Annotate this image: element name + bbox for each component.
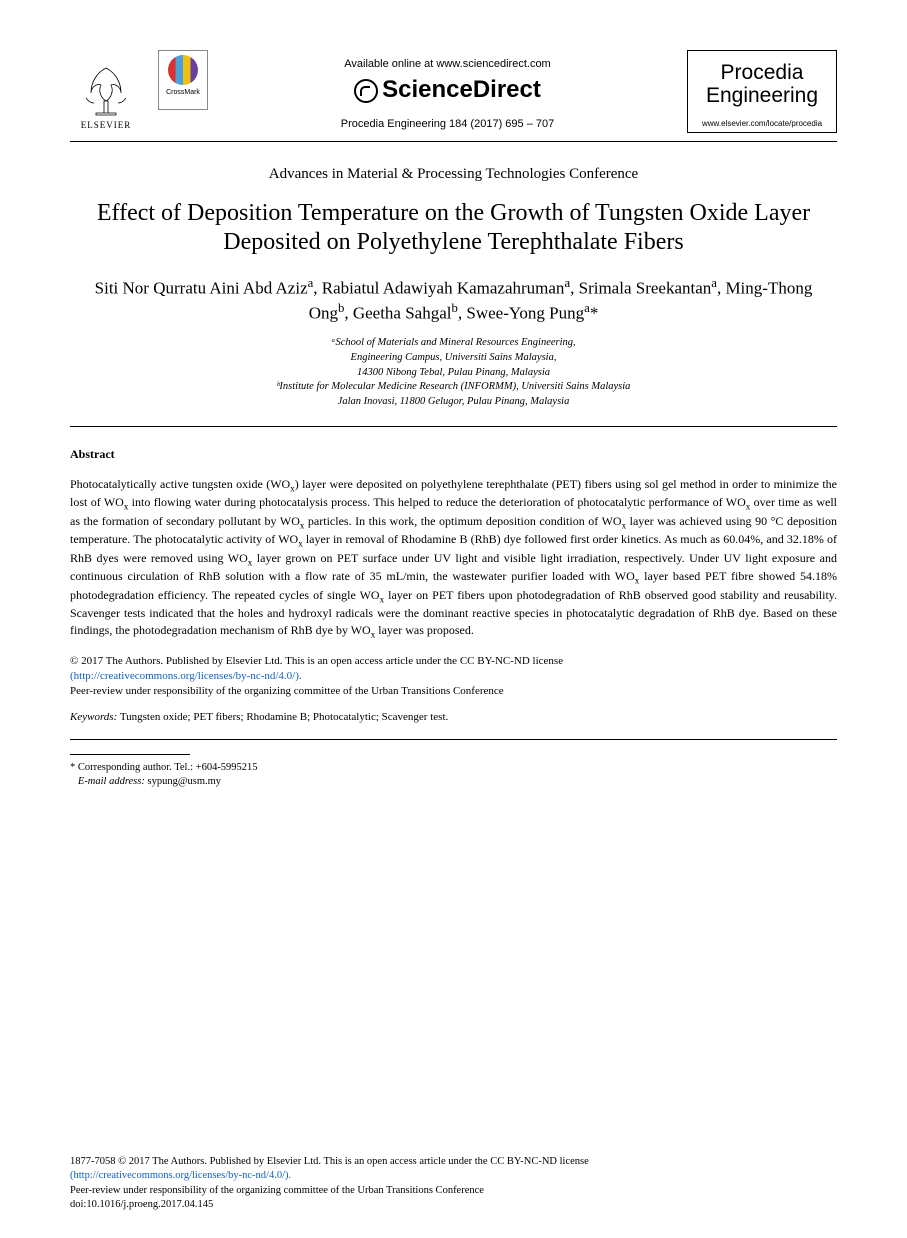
corresponding-line1: * Corresponding author. Tel.: +604-59952… — [70, 761, 837, 776]
affiliation-a-line1: ᵃSchool of Materials and Mineral Resourc… — [70, 336, 837, 351]
crossmark-label: CrossMark — [166, 89, 200, 96]
keywords-divider — [70, 739, 837, 740]
affiliation-a-line2: Engineering Campus, Universiti Sains Mal… — [70, 351, 837, 366]
footer-license-link[interactable]: (http://creativecommons.org/licenses/by-… — [70, 1170, 291, 1181]
footer-peer-review: Peer-review under responsibility of the … — [70, 1185, 484, 1196]
journal-name-line2: Engineering — [706, 84, 818, 107]
publisher-logos: ELSEVIER CrossMark — [70, 50, 208, 130]
sciencedirect-text: ScienceDirect — [382, 76, 541, 103]
header-divider — [70, 141, 837, 142]
available-online-text: Available online at www.sciencedirect.co… — [218, 58, 677, 70]
copyright-line1: © 2017 The Authors. Published by Elsevie… — [70, 655, 563, 667]
corresponding-email: sypung@usm.my — [145, 776, 221, 787]
elsevier-logo: ELSEVIER — [70, 50, 142, 130]
center-header: Available online at www.sciencedirect.co… — [208, 50, 687, 130]
footer-doi: doi:10.1016/j.proeng.2017.04.145 — [70, 1199, 213, 1210]
authors-list: Siti Nor Qurratu Aini Abd Aziza, Rabiatu… — [70, 275, 837, 325]
crossmark-icon — [168, 55, 198, 85]
affiliation-b-line2: Jalan Inovasi, 11800 Gelugor, Pulau Pina… — [70, 395, 837, 410]
citation-text: Procedia Engineering 184 (2017) 695 – 70… — [218, 118, 677, 130]
affiliation-b-line1: ᵇInstitute for Molecular Medicine Resear… — [70, 380, 837, 395]
peer-review-text: Peer-review under responsibility of the … — [70, 685, 504, 697]
crossmark-logo[interactable]: CrossMark — [158, 50, 208, 110]
license-link[interactable]: (http://creativecommons.org/licenses/by-… — [70, 670, 302, 682]
keywords-label: Keywords: — [70, 711, 117, 723]
keywords-text: Tungsten oxide; PET fibers; Rhodamine B;… — [117, 711, 448, 723]
header-row: ELSEVIER CrossMark Available online at w… — [70, 50, 837, 133]
abstract-heading: Abstract — [70, 447, 837, 462]
journal-url: www.elsevier.com/locate/procedia — [702, 119, 822, 128]
conference-name: Advances in Material & Processing Techno… — [70, 166, 837, 183]
page-footer: 1877-7058 © 2017 The Authors. Published … — [70, 1155, 837, 1212]
footnote-divider — [70, 754, 190, 755]
elsevier-label: ELSEVIER — [81, 120, 132, 130]
journal-name: Procedia Engineering — [702, 61, 822, 107]
abstract-body: Photocatalytically active tungsten oxide… — [70, 476, 837, 640]
affiliation-a-line3: 14300 Nibong Tebal, Pulau Pinang, Malays… — [70, 366, 837, 381]
email-label: E-mail address: — [78, 776, 145, 787]
title-divider — [70, 426, 837, 427]
corresponding-author: * Corresponding author. Tel.: +604-59952… — [70, 761, 837, 790]
sciencedirect-brand: ScienceDirect — [218, 76, 677, 104]
affiliations: ᵃSchool of Materials and Mineral Resourc… — [70, 336, 837, 409]
keywords-block: Keywords: Tungsten oxide; PET fibers; Rh… — [70, 711, 837, 723]
elsevier-tree-icon — [76, 63, 136, 118]
journal-box: Procedia Engineering www.elsevier.com/lo… — [687, 50, 837, 133]
paper-title: Effect of Deposition Temperature on the … — [70, 199, 837, 257]
copyright-block: © 2017 The Authors. Published by Elsevie… — [70, 654, 837, 699]
journal-name-line1: Procedia — [721, 61, 804, 84]
sciencedirect-icon — [354, 79, 378, 103]
footer-copyright: 1877-7058 © 2017 The Authors. Published … — [70, 1156, 589, 1167]
